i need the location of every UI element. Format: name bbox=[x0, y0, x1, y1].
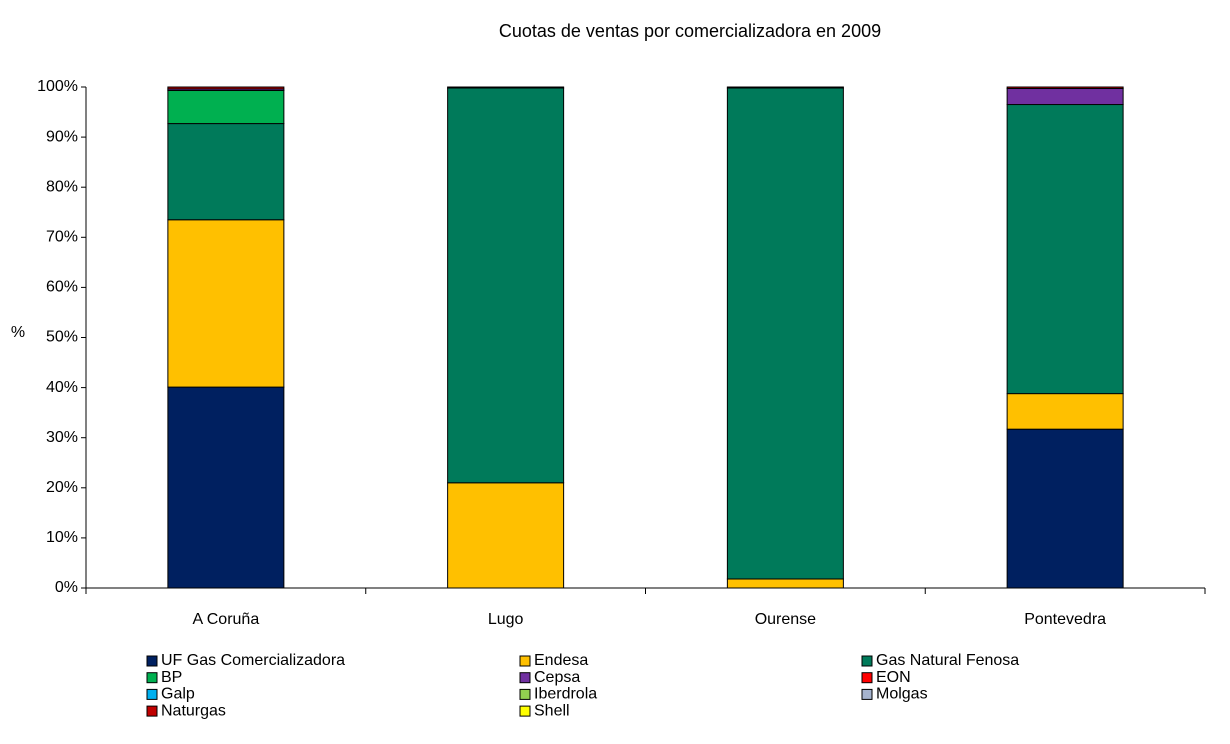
bar-segment bbox=[447, 482, 565, 589]
legend-swatch bbox=[519, 688, 531, 700]
legend-label: Cepsa bbox=[534, 669, 580, 686]
bar-segment bbox=[167, 219, 285, 388]
bar-segment bbox=[1006, 104, 1124, 395]
y-tick-label: 60% bbox=[46, 279, 78, 296]
legend-swatch bbox=[146, 655, 158, 667]
bar-segment bbox=[726, 86, 844, 89]
legend-swatch bbox=[146, 672, 158, 684]
y-tick-label: 100% bbox=[37, 78, 78, 95]
legend-swatch bbox=[146, 688, 158, 700]
y-tick-label: 70% bbox=[46, 229, 78, 246]
bar-segment bbox=[167, 90, 285, 125]
legend-label: Gas Natural Fenosa bbox=[876, 652, 1019, 669]
bar-segment bbox=[1006, 86, 1124, 90]
bar-segment bbox=[1006, 393, 1124, 430]
y-tick-label: 90% bbox=[46, 128, 78, 145]
legend-label: UF Gas Comercializadora bbox=[161, 652, 345, 669]
legend-label: BP bbox=[161, 669, 182, 686]
legend-swatch bbox=[861, 655, 873, 667]
x-tick-label: A Coruña bbox=[193, 611, 260, 628]
chart-title: Cuotas de ventas por comercializadora en… bbox=[499, 21, 881, 41]
bar-segment bbox=[447, 87, 565, 484]
y-tick-label: 20% bbox=[46, 479, 78, 496]
legend-label: Iberdrola bbox=[534, 686, 597, 703]
bar-segment bbox=[167, 86, 285, 90]
legend-label: Galp bbox=[161, 686, 195, 703]
legend-swatch bbox=[861, 688, 873, 700]
legend-swatch bbox=[861, 672, 873, 684]
y-tick-label: 0% bbox=[55, 579, 78, 596]
bar-segment bbox=[447, 86, 565, 89]
legend-label: Molgas bbox=[876, 686, 928, 703]
x-tick-label: Pontevedra bbox=[1024, 611, 1106, 628]
y-tick-label: 40% bbox=[46, 379, 78, 396]
bar-segment bbox=[167, 123, 285, 221]
legend-swatch bbox=[146, 705, 158, 717]
bar-segment bbox=[1006, 428, 1124, 589]
legend-swatch bbox=[519, 672, 531, 684]
y-tick-label: 30% bbox=[46, 429, 78, 446]
legend-swatch bbox=[519, 655, 531, 667]
x-tick-label: Lugo bbox=[488, 611, 524, 628]
y-tick-label: 10% bbox=[46, 529, 78, 546]
legend-label: Shell bbox=[534, 702, 570, 719]
x-tick-label: Ourense bbox=[755, 611, 816, 628]
y-axis-label: % bbox=[11, 324, 25, 341]
legend-swatch bbox=[519, 705, 531, 717]
legend-label: Naturgas bbox=[161, 702, 226, 719]
y-tick-label: 50% bbox=[46, 329, 78, 346]
y-tick-label: 80% bbox=[46, 178, 78, 195]
legend-label: EON bbox=[876, 669, 911, 686]
bar-segment bbox=[1006, 88, 1124, 106]
bar-segment bbox=[726, 578, 844, 589]
legend-label: Endesa bbox=[534, 652, 588, 669]
bar-segment bbox=[726, 87, 844, 580]
bar-segment bbox=[167, 386, 285, 589]
